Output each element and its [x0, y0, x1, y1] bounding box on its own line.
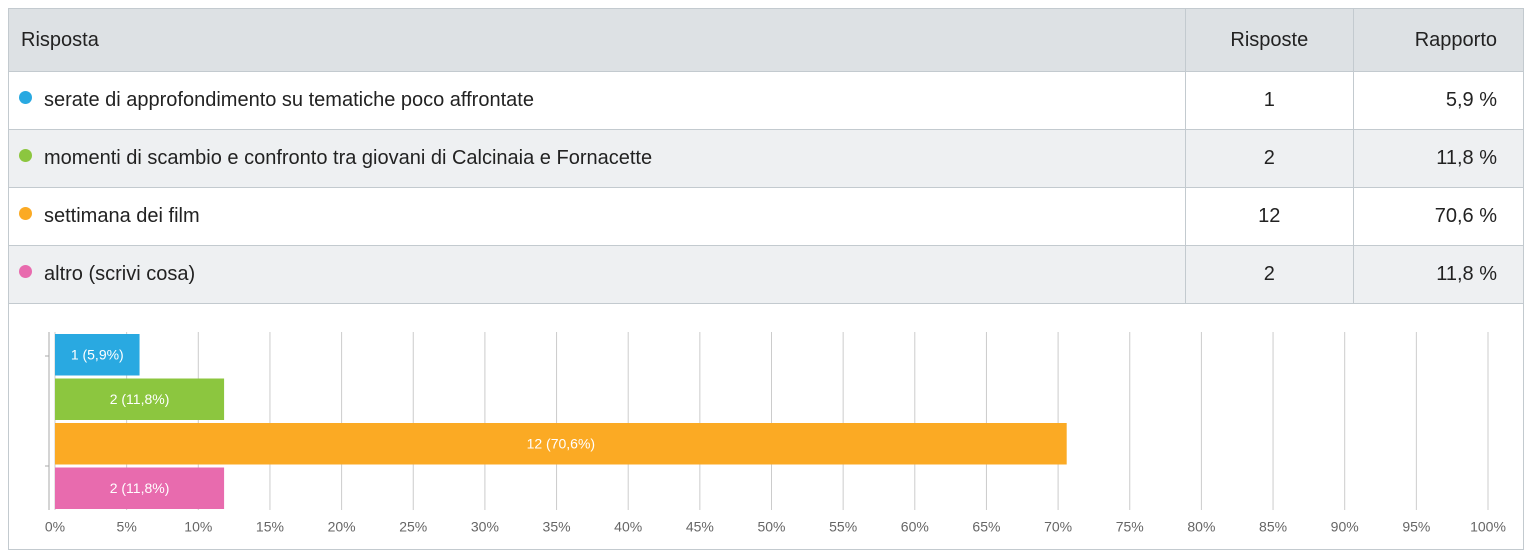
x-tick-label: 5% — [117, 519, 137, 535]
bar-label: 1 (5,9%) — [71, 346, 124, 362]
x-tick-label: 15% — [256, 519, 284, 535]
x-tick-label: 100% — [1470, 519, 1506, 535]
x-tick-label: 45% — [686, 519, 714, 535]
color-dot — [19, 265, 32, 278]
header-cell: Rapporto — [1352, 8, 1525, 72]
x-tick-label: 80% — [1187, 519, 1215, 535]
x-tick-label: 55% — [829, 519, 857, 535]
x-tick-label: 50% — [757, 519, 785, 535]
bar-label: 2 (11,8%) — [110, 480, 170, 496]
answer-label: settimana dei film — [44, 205, 200, 227]
table-row: serate di approfondimento su tematiche p… — [8, 71, 1525, 130]
ratio-cell: 70,6 % — [1352, 187, 1525, 246]
table-row: settimana dei film 12 70,6 % — [8, 187, 1525, 246]
header-cell: Risposta — [8, 8, 1186, 72]
table-row: momenti di scambio e confronto tra giova… — [8, 129, 1525, 188]
count-cell: 12 — [1184, 187, 1354, 246]
color-dot — [19, 91, 32, 104]
bar — [55, 423, 1067, 465]
x-tick-label: 25% — [399, 519, 427, 535]
header-cell: Risposte — [1184, 8, 1354, 72]
table-row: altro (scrivi cosa) 2 11,8 % — [8, 245, 1525, 304]
bar — [55, 467, 225, 509]
bar — [55, 378, 225, 420]
answer-cell: serate di approfondimento su tematiche p… — [8, 71, 1186, 130]
x-tick-label: 10% — [184, 519, 212, 535]
count-cell: 2 — [1184, 129, 1354, 188]
results-table: Risposta Risposte Rapporto serate di app… — [8, 8, 1525, 304]
count-cell: 1 — [1184, 71, 1354, 130]
ratio-cell: 11,8 % — [1352, 245, 1525, 304]
bar — [55, 334, 140, 376]
x-tick-label: 20% — [328, 519, 356, 535]
x-tick-label: 75% — [1116, 519, 1144, 535]
x-tick-label: 70% — [1044, 519, 1072, 535]
x-tick-label: 65% — [972, 519, 1000, 535]
x-tick-label: 90% — [1331, 519, 1359, 535]
answer-cell: settimana dei film — [8, 187, 1186, 246]
bar-label: 12 (70,6%) — [527, 435, 595, 451]
bar-label: 2 (11,8%) — [110, 391, 170, 407]
x-tick-label: 0% — [45, 519, 65, 535]
chart: 0% 5% 10% 15% 20% 25% 30% 35% 40% 45% 50% 55% 60% 65%… — [8, 301, 1524, 550]
x-tick-label: 85% — [1259, 519, 1287, 535]
x-tick-label: 35% — [543, 519, 571, 535]
ratio-cell: 5,9 % — [1352, 71, 1525, 130]
x-tick-label: 40% — [614, 519, 642, 535]
answer-label: altro (scrivi cosa) — [44, 263, 196, 285]
header-row: Risposta Risposte Rapporto — [8, 8, 1525, 72]
x-tick-label: 60% — [901, 519, 929, 535]
table-body: serate di approfondimento su tematiche p… — [8, 71, 1525, 304]
x-tick-label: 95% — [1402, 519, 1430, 535]
answer-cell: momenti di scambio e confronto tra giova… — [8, 129, 1186, 188]
color-dot — [19, 207, 32, 220]
x-tick-label: 30% — [471, 519, 499, 535]
ratio-cell: 11,8 % — [1352, 129, 1525, 188]
color-dot — [19, 149, 32, 162]
answer-label: serate di approfondimento su tematiche p… — [44, 89, 534, 111]
count-cell: 2 — [1184, 245, 1354, 304]
answer-label: momenti di scambio e confronto tra giova… — [44, 147, 653, 169]
answer-cell: altro (scrivi cosa) — [8, 245, 1186, 304]
